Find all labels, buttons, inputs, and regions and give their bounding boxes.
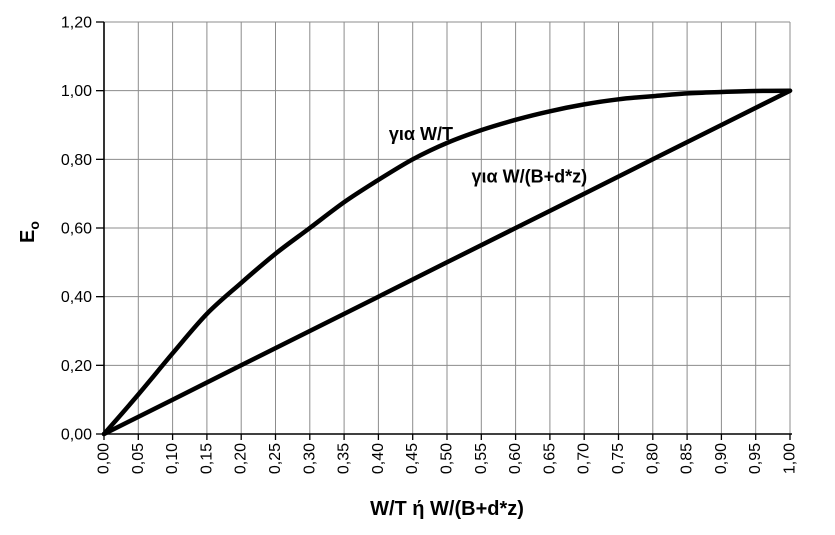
- curve-label-w-over-b-dz: για W/(B+d*z): [472, 166, 588, 186]
- x-tick-label: 0,35: [336, 443, 353, 474]
- y-tick-label: 1,00: [61, 83, 92, 100]
- y-tick-label: 0,80: [61, 152, 92, 169]
- x-tick-label: 0,75: [610, 443, 627, 474]
- curve-label-w-over-t: για W/T: [389, 124, 453, 144]
- x-tick-label: 1,00: [782, 443, 799, 474]
- x-tick-label: 0,50: [439, 443, 456, 474]
- x-tick-label: 0,10: [164, 443, 181, 474]
- x-tick-label: 0,30: [301, 443, 318, 474]
- y-tick-label: 0,20: [61, 358, 92, 375]
- x-axis-title: W/T ή W/(B+d*z): [370, 498, 524, 520]
- x-tick-label: 0,85: [679, 443, 696, 474]
- x-tick-label: 0,15: [198, 443, 215, 474]
- y-tick-label: 0,00: [61, 427, 92, 444]
- x-tick-label: 0,05: [130, 443, 147, 474]
- x-tick-label: 0,70: [576, 443, 593, 474]
- y-tick-label: 0,60: [61, 221, 92, 238]
- x-tick-label: 0,40: [370, 443, 387, 474]
- x-tick-label: 0,90: [713, 443, 730, 474]
- x-tick-label: 0,20: [233, 443, 250, 474]
- x-tick-label: 0,65: [541, 443, 558, 474]
- x-tick-label: 0,60: [507, 443, 524, 474]
- x-tick-label: 0,25: [267, 443, 284, 474]
- y-tick-label: 1,20: [61, 15, 92, 32]
- x-tick-label: 0,80: [644, 443, 661, 474]
- curve-w-over-b-dz: [101, 88, 793, 437]
- x-tick-label: 0,95: [747, 443, 764, 474]
- x-tick-label: 0,00: [96, 443, 113, 474]
- curve-w-over-t: [101, 88, 793, 437]
- x-tick-label: 0,55: [473, 443, 490, 474]
- y-tick-label: 0,40: [61, 289, 92, 306]
- x-tick-label: 0,45: [404, 443, 421, 474]
